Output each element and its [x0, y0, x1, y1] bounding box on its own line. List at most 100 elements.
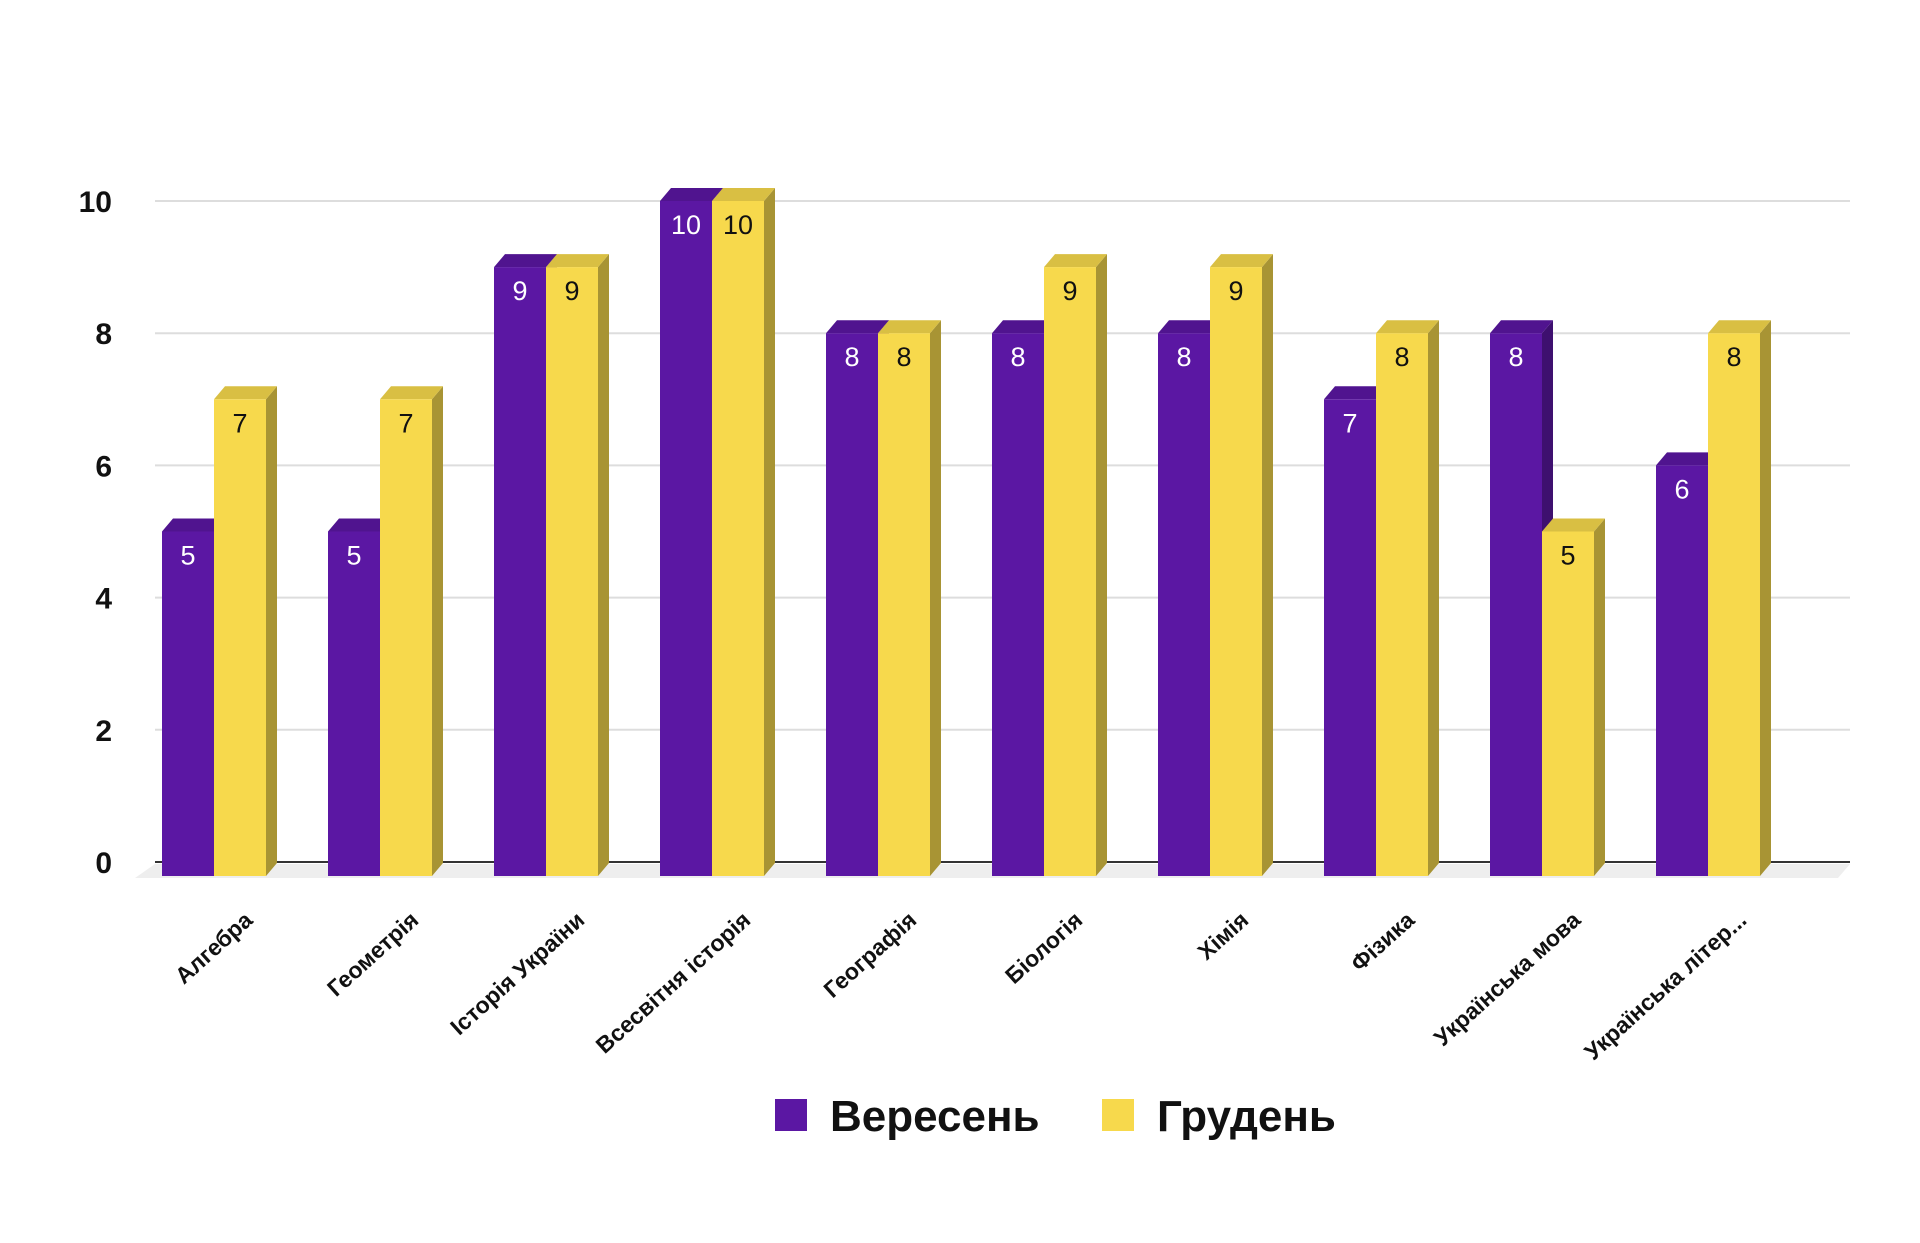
bar-front [214, 399, 266, 876]
bar-front [1210, 267, 1262, 877]
x-category-label: Геометрія [322, 906, 423, 1001]
x-category-label: Українська мова [1429, 906, 1586, 1051]
bar-front [1158, 333, 1210, 876]
bar-side [1594, 518, 1605, 876]
bar-front [546, 267, 598, 877]
data-label: 10 [671, 210, 701, 240]
data-label: 9 [1228, 276, 1243, 306]
bar-side [1428, 320, 1439, 876]
bar-side [598, 254, 609, 877]
data-label: 5 [180, 541, 195, 571]
bar-series2-1: 7 [214, 386, 277, 876]
bar-series2-10: 8 [1708, 320, 1771, 876]
bar-side [764, 188, 775, 876]
bar-top [1656, 452, 1719, 466]
bar-series2-5: 8 [878, 320, 941, 876]
bar-top [380, 386, 443, 400]
data-label: 8 [1176, 342, 1191, 372]
data-label: 9 [564, 276, 579, 306]
legend-item: Вересень [775, 1092, 1040, 1141]
data-label: 8 [1010, 342, 1025, 372]
data-label: 7 [1342, 408, 1357, 438]
bar-side [1096, 254, 1107, 877]
x-category-label: Географія [818, 906, 921, 1002]
bar-side [1262, 254, 1273, 877]
data-label: 10 [723, 210, 753, 240]
bar-front [878, 333, 930, 876]
bar-front [992, 333, 1044, 876]
legend-swatch [1102, 1099, 1134, 1131]
data-label: 6 [1674, 474, 1689, 504]
bar-top [660, 188, 723, 201]
bar-top [1490, 320, 1553, 334]
bar-front [1376, 333, 1428, 876]
bar-top [712, 188, 775, 201]
bar-side [432, 386, 443, 876]
x-category-label: Біологія [1000, 906, 1087, 988]
bar-series2-4: 10 [712, 188, 775, 876]
bar-front [328, 531, 380, 876]
legend-swatch [775, 1099, 807, 1131]
bar-front [1542, 531, 1594, 876]
data-label: 9 [512, 276, 527, 306]
bar-front [826, 333, 878, 876]
bar-front [1708, 333, 1760, 876]
y-tick-label: 8 [95, 318, 112, 351]
bar-top [826, 320, 889, 334]
bar-front [712, 201, 764, 876]
x-category-label: Історія України [445, 906, 589, 1040]
bar-side [266, 386, 277, 876]
y-tick-label: 0 [95, 847, 112, 880]
y-tick-label: 2 [95, 715, 112, 748]
legend-label: Вересень [830, 1092, 1040, 1141]
x-category-label: Українська літер... [1579, 906, 1751, 1065]
bar-top [1376, 320, 1439, 334]
y-tick-label: 10 [79, 186, 112, 219]
x-axis-labels: Алгебра Геометрія Історія України Всесвітня… [170, 906, 1752, 1065]
bar-series2-8: 8 [1376, 320, 1439, 876]
bar-top [546, 254, 609, 268]
y-tick-label: 6 [95, 450, 112, 483]
data-label: 8 [1726, 342, 1741, 372]
bar-front [660, 201, 712, 876]
data-label: 8 [844, 342, 859, 372]
bar-front [162, 531, 214, 876]
bar-front [1324, 399, 1376, 876]
bars: 5 7 5 7 9 9 10 10 8 8 8 9 8 9 7 8 8 5 6 8 [162, 188, 1771, 877]
legend-label: Грудень [1157, 1092, 1336, 1141]
bar-top [1324, 386, 1387, 400]
data-label: 8 [896, 342, 911, 372]
legend: Вересень Грудень [775, 1092, 1336, 1141]
bar-top [992, 320, 1055, 334]
bar-top [1542, 518, 1605, 532]
bar-top [328, 518, 391, 532]
bar-series2-3: 9 [546, 254, 609, 877]
y-tick-label: 4 [95, 583, 112, 616]
data-label: 8 [1394, 342, 1409, 372]
bar-top [162, 518, 225, 532]
bar-front [494, 267, 546, 877]
bar-top [1708, 320, 1771, 334]
legend-item: Грудень [1102, 1092, 1336, 1141]
bar-top [1158, 320, 1221, 334]
data-label: 9 [1062, 276, 1077, 306]
data-label: 7 [232, 408, 247, 438]
bar-side [1760, 320, 1771, 876]
bar-series1-1: 5 [162, 518, 225, 876]
x-category-label: Хімія [1192, 906, 1253, 965]
data-label: 8 [1508, 342, 1523, 372]
y-axis-ticks: 0 2 4 6 8 10 [79, 186, 113, 880]
bar-side [930, 320, 941, 876]
x-category-label: Фізика [1346, 906, 1420, 976]
data-label: 7 [398, 408, 413, 438]
bar-top [1044, 254, 1107, 268]
data-label: 5 [1560, 541, 1575, 571]
x-category-label: Всесвітня історія [591, 906, 756, 1058]
bar-top [878, 320, 941, 334]
bar-front [1490, 333, 1542, 876]
bar-front [1656, 465, 1708, 876]
x-category-label: Алгебра [170, 906, 258, 989]
bar-series2-6: 9 [1044, 254, 1107, 877]
bar-top [494, 254, 557, 268]
